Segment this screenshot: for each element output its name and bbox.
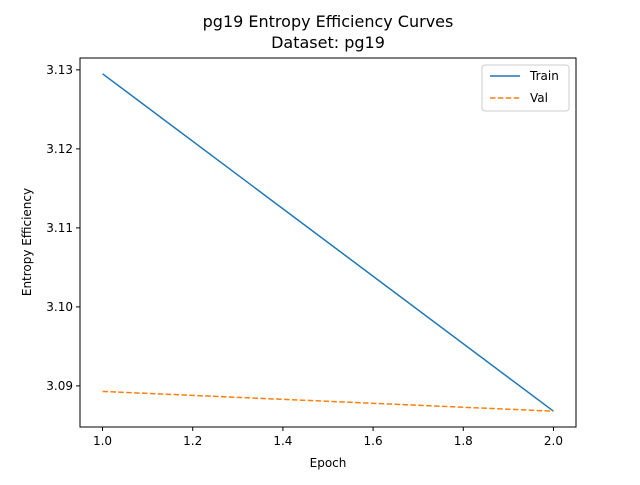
chart-title: pg19 Entropy Efficiency Curves <box>203 12 454 31</box>
series-line-val <box>102 390 554 412</box>
plot-frame <box>79 57 577 428</box>
y-axis-label: Entropy Efficiency <box>20 188 34 296</box>
x-tick-label: 1.0 <box>93 434 112 448</box>
legend-label-val: Val <box>530 91 548 105</box>
ticks-layer: 1.0 1.2 1.4 1.6 1.8 2.0 3.09 3.10 3.11 3.12 3.13 <box>46 63 563 448</box>
y-tick-label: 3.10 <box>46 300 73 314</box>
x-tick-label: 1.2 <box>183 434 202 448</box>
legend-label-train: Train <box>529 69 559 83</box>
chart-subtitle: Dataset: pg19 <box>271 33 385 52</box>
series-layer <box>102 73 554 412</box>
x-tick-label: 1.4 <box>273 434 292 448</box>
y-tick-label: 3.12 <box>46 142 73 156</box>
y-tick-label: 3.11 <box>46 221 73 235</box>
x-tick-label: 1.6 <box>364 434 383 448</box>
legend: Train Val <box>481 64 570 112</box>
x-axis-label: Epoch <box>310 456 347 470</box>
x-tick-label: 2.0 <box>544 434 563 448</box>
y-tick-label: 3.09 <box>46 379 73 393</box>
x-tick-label: 1.8 <box>454 434 473 448</box>
y-tick-label: 3.13 <box>46 63 73 77</box>
series-line-train <box>102 73 554 412</box>
